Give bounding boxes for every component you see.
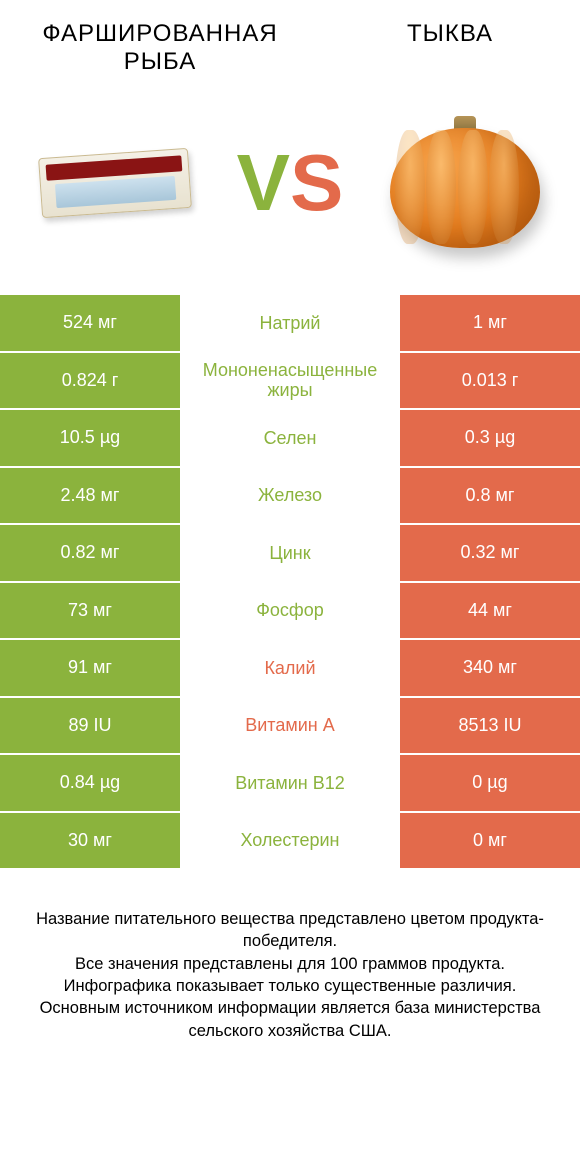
left-value: 91 мг	[0, 640, 180, 696]
nutrient-name: Мононенасыщенные жиры	[180, 353, 400, 409]
right-value: 0.8 мг	[400, 468, 580, 524]
right-value: 0.3 µg	[400, 410, 580, 466]
left-value: 524 мг	[0, 295, 180, 351]
nutrient-name: Селен	[180, 410, 400, 466]
table-row: 0.84 µgВитамин B120 µg	[0, 755, 580, 813]
left-value: 73 мг	[0, 583, 180, 639]
left-value: 2.48 мг	[0, 468, 180, 524]
left-value: 30 мг	[0, 813, 180, 869]
footer-line: Все значения представлены для 100 граммо…	[28, 953, 552, 975]
footer-notes: Название питательного вещества представл…	[0, 870, 580, 1042]
right-product-title: ТЫКВА	[360, 20, 540, 75]
table-row: 91 мгКалий340 мг	[0, 640, 580, 698]
left-product-image	[35, 103, 195, 263]
footer-line: Название питательного вещества представл…	[28, 908, 552, 953]
right-value: 8513 IU	[400, 698, 580, 754]
table-row: 0.824 гМононенасыщенные жиры0.013 г	[0, 353, 580, 411]
vs-letter-v: V	[237, 138, 290, 227]
nutrient-name: Витамин B12	[180, 755, 400, 811]
nutrient-name: Цинк	[180, 525, 400, 581]
right-value: 1 мг	[400, 295, 580, 351]
images-row: VS	[0, 75, 580, 295]
nutrient-name: Фосфор	[180, 583, 400, 639]
pumpkin-icon	[390, 118, 540, 248]
footer-line: Инфографика показывает только существенн…	[28, 975, 552, 997]
left-product-title: ФАРШИРОВАННАЯ РЫБА	[40, 20, 280, 75]
left-value: 89 IU	[0, 698, 180, 754]
nutrient-name: Железо	[180, 468, 400, 524]
nutrient-name: Холестерин	[180, 813, 400, 869]
table-row: 524 мгНатрий1 мг	[0, 295, 580, 353]
right-value: 44 мг	[400, 583, 580, 639]
table-row: 30 мгХолестерин0 мг	[0, 813, 580, 871]
left-value: 0.824 г	[0, 353, 180, 409]
left-value: 0.84 µg	[0, 755, 180, 811]
left-value: 10.5 µg	[0, 410, 180, 466]
header: ФАРШИРОВАННАЯ РЫБА ТЫКВА	[0, 0, 580, 75]
nutrient-name: Натрий	[180, 295, 400, 351]
table-row: 10.5 µgСелен0.3 µg	[0, 410, 580, 468]
nutrient-name: Калий	[180, 640, 400, 696]
right-value: 0 мг	[400, 813, 580, 869]
nutrient-table: 524 мгНатрий1 мг0.824 гМононенасыщенные …	[0, 295, 580, 870]
left-value: 0.82 мг	[0, 525, 180, 581]
table-row: 0.82 мгЦинк0.32 мг	[0, 525, 580, 583]
gefilte-fish-icon	[38, 148, 192, 218]
vs-label: VS	[237, 137, 344, 229]
table-row: 2.48 мгЖелезо0.8 мг	[0, 468, 580, 526]
footer-line: Основным источником информации является …	[28, 997, 552, 1042]
vs-letter-s: S	[290, 138, 343, 227]
right-value: 0 µg	[400, 755, 580, 811]
table-row: 89 IUВитамин A8513 IU	[0, 698, 580, 756]
right-value: 0.013 г	[400, 353, 580, 409]
right-value: 340 мг	[400, 640, 580, 696]
right-value: 0.32 мг	[400, 525, 580, 581]
right-product-image	[385, 103, 545, 263]
table-row: 73 мгФосфор44 мг	[0, 583, 580, 641]
nutrient-name: Витамин A	[180, 698, 400, 754]
